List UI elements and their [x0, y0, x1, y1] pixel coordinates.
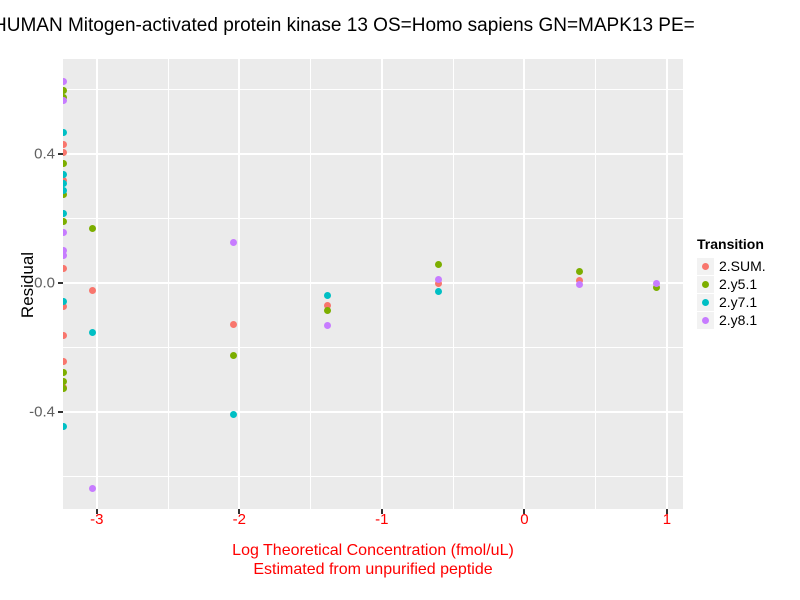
data-point-2.y7.1 — [63, 297, 67, 305]
data-point-2.y8.1 — [63, 96, 67, 104]
data-point-2.y8.1 — [435, 275, 443, 283]
data-point-2.y5.1 — [575, 267, 583, 275]
x-tick-mark — [95, 509, 98, 514]
legend: Transition 2.SUM. 2.y5.1 2.y7.1 2.y8.1 — [697, 236, 766, 329]
x-tick-label: 1 — [662, 511, 672, 528]
data-point-2.y5.1 — [63, 384, 67, 392]
data-point-2.y5.1 — [653, 284, 661, 292]
data-point-2.y7.1 — [63, 171, 67, 179]
x-axis-title-line2: Estimated from unpurified peptide — [253, 561, 493, 578]
legend-item: 2.y7.1 — [697, 293, 766, 311]
y-tick-label: 0.0 — [34, 274, 55, 292]
y-tick-label: -0.4 — [29, 403, 55, 421]
gridline-y-major — [63, 282, 683, 285]
gridline-y-minor — [63, 347, 683, 349]
legend-key — [697, 275, 714, 293]
data-point-2.SUM. — [63, 140, 67, 148]
data-point-2.y8.1 — [63, 229, 67, 237]
data-point-2.y5.1 — [63, 378, 67, 386]
data-point-2.y8.1 — [89, 484, 96, 492]
data-point-2.y5.1 — [324, 306, 332, 314]
data-point-2.y8.1 — [653, 279, 661, 287]
plot-panel — [63, 59, 683, 509]
legend-item: 2.SUM. — [697, 257, 766, 275]
data-point-2.y5.1 — [89, 224, 96, 232]
gridline-y-minor — [63, 476, 683, 478]
y-tick-mark — [58, 153, 63, 155]
data-point-2.y7.1 — [63, 423, 67, 431]
gridline-y-minor — [63, 218, 683, 219]
legend-dot-icon — [702, 298, 709, 306]
data-point-2.y7.1 — [230, 410, 238, 418]
data-point-2.y7.1 — [324, 291, 332, 299]
legend-dot-icon — [702, 280, 709, 288]
legend-item-label: 2.y7.1 — [719, 294, 758, 310]
data-point-2.SUM. — [63, 357, 67, 365]
data-point-2.y5.1 — [63, 217, 67, 225]
legend-dot-icon — [702, 262, 709, 270]
data-point-2.y8.1 — [230, 239, 238, 247]
data-point-2.y5.1 — [435, 261, 443, 269]
gridline-y-major — [63, 153, 683, 155]
legend-key — [697, 311, 714, 329]
x-tick-label: 0 — [520, 511, 529, 528]
data-point-2.y7.1 — [89, 329, 96, 337]
y-tick-mark — [58, 411, 63, 414]
data-point-2.y8.1 — [63, 252, 67, 260]
x-tick-mark — [380, 509, 383, 514]
x-tick-label: -2 — [232, 511, 246, 528]
data-point-2.y8.1 — [63, 246, 67, 254]
data-point-2.y7.1 — [63, 179, 67, 187]
legend-item: 2.y5.1 — [697, 275, 766, 293]
data-point-2.y5.1 — [63, 159, 67, 167]
data-point-2.SUM. — [324, 302, 332, 310]
data-point-2.y7.1 — [63, 186, 67, 194]
data-point-2.SUM. — [435, 280, 443, 288]
y-tick-mark — [58, 282, 63, 285]
data-point-2.SUM. — [230, 321, 238, 329]
legend-key — [697, 293, 714, 311]
x-axis-title-line1: Log Theoretical Concentration (fmol/uL) — [232, 542, 514, 559]
data-point-2.y7.1 — [63, 209, 67, 217]
data-point-2.y5.1 — [63, 86, 67, 94]
legend-item-label: 2.y8.1 — [719, 312, 758, 328]
data-point-2.SUM. — [575, 276, 583, 284]
legend-title: Transition — [697, 236, 764, 252]
legend-item-label: 2.SUM. — [719, 258, 766, 274]
legend-key — [697, 257, 714, 275]
x-tick-mark — [665, 509, 668, 514]
x-axis-title: Log Theoretical Concentration (fmol/uL) … — [63, 541, 683, 579]
x-tick-mark — [523, 509, 526, 514]
data-point-2.SUM. — [63, 303, 67, 311]
x-tick-mark — [238, 509, 241, 514]
data-point-2.SUM. — [63, 149, 67, 157]
data-point-2.y8.1 — [575, 281, 583, 289]
legend-dot-icon — [702, 316, 709, 324]
data-point-2.SUM. — [89, 286, 96, 294]
data-point-2.SUM. — [63, 264, 67, 272]
y-tick-label: 0.4 — [34, 145, 55, 163]
data-point-2.y5.1 — [63, 191, 67, 199]
data-point-2.y8.1 — [324, 322, 332, 330]
plot-title: HUMAN Mitogen-activated protein kinase 1… — [0, 15, 695, 36]
legend-item: 2.y8.1 — [697, 311, 766, 329]
data-point-2.SUM. — [63, 332, 67, 340]
y-axis-title: Residual — [18, 251, 37, 319]
data-point-2.y5.1 — [230, 352, 238, 360]
legend-item-label: 2.y5.1 — [719, 276, 758, 292]
data-point-2.y5.1 — [63, 369, 67, 377]
gridline-y-major — [63, 411, 683, 414]
x-tick-label: -3 — [90, 511, 104, 528]
data-point-2.y7.1 — [435, 287, 443, 295]
data-point-2.y8.1 — [63, 77, 67, 85]
data-point-2.y7.1 — [63, 129, 67, 137]
gridline-y-minor — [63, 89, 683, 90]
x-tick-label: -1 — [375, 511, 389, 528]
